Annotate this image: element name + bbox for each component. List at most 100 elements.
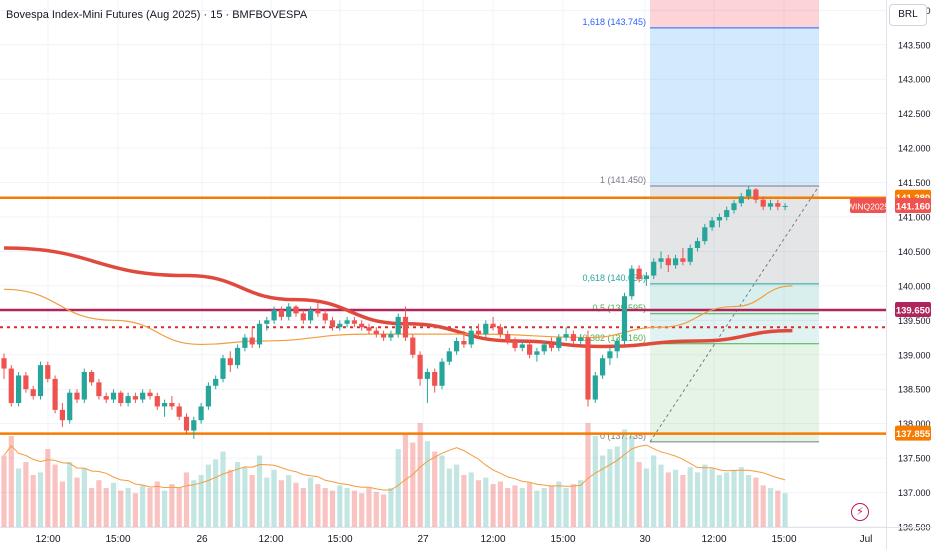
volume-bar bbox=[89, 488, 95, 527]
volume-bar bbox=[694, 472, 701, 527]
candle-body bbox=[424, 372, 430, 379]
candle-body bbox=[724, 210, 730, 217]
candle-body bbox=[359, 323, 365, 328]
volume-bar bbox=[227, 469, 233, 527]
candle-body bbox=[658, 258, 664, 262]
candle-body bbox=[271, 310, 277, 321]
candle-body bbox=[643, 275, 649, 279]
candle-body bbox=[81, 372, 87, 400]
volume-bar bbox=[359, 493, 365, 527]
currency-button[interactable]: BRL bbox=[889, 4, 927, 26]
candle-body bbox=[154, 396, 160, 407]
candle-body bbox=[600, 358, 606, 376]
candle-body bbox=[570, 334, 576, 341]
fib-level-label: 0,618 (140.030) bbox=[582, 273, 646, 283]
volume-bar bbox=[381, 494, 387, 527]
candle-body bbox=[315, 310, 321, 314]
candle-body bbox=[147, 392, 153, 397]
volume-bar bbox=[52, 464, 58, 527]
x-tick-label: 26 bbox=[196, 534, 208, 545]
volume-bar bbox=[673, 469, 679, 527]
moving-average-line bbox=[3, 285, 793, 346]
volume-bar bbox=[578, 480, 584, 527]
candle-body bbox=[760, 199, 766, 207]
price-label-bg bbox=[895, 425, 931, 441]
volume-bar bbox=[454, 464, 460, 527]
candle-body bbox=[468, 330, 474, 345]
candle-body bbox=[300, 313, 306, 321]
candle-body bbox=[227, 358, 233, 366]
candle-body bbox=[578, 337, 584, 341]
candle-body bbox=[432, 372, 438, 386]
y-tick-label: 137.500 bbox=[898, 454, 931, 464]
x-tick-label: 12:00 bbox=[480, 534, 505, 545]
volume-bar bbox=[738, 467, 744, 527]
candle-body bbox=[541, 344, 547, 352]
volume-bar bbox=[45, 449, 51, 527]
candle-body bbox=[454, 341, 460, 352]
candle-body bbox=[548, 344, 555, 348]
candle-body bbox=[417, 354, 423, 379]
candle-body bbox=[293, 306, 299, 314]
volume-bar bbox=[16, 468, 22, 527]
candle-body bbox=[59, 409, 65, 421]
price-label-bg bbox=[895, 302, 931, 317]
candle-body bbox=[366, 327, 372, 331]
y-tick-label: 141.000 bbox=[898, 213, 931, 223]
candle-body bbox=[680, 258, 686, 262]
volume-bar bbox=[563, 488, 569, 527]
candle-body bbox=[96, 382, 102, 397]
candle-body bbox=[563, 334, 569, 338]
x-tick-label: 15:00 bbox=[327, 534, 352, 545]
candle-body bbox=[527, 344, 533, 355]
candle-body bbox=[74, 392, 80, 400]
candle-body bbox=[665, 258, 671, 266]
volume-bar bbox=[23, 462, 29, 527]
candle-body bbox=[205, 385, 211, 407]
volume-bar bbox=[782, 493, 788, 527]
volume-bar bbox=[432, 451, 438, 527]
candle-body bbox=[410, 337, 416, 355]
y-tick-label: 139.000 bbox=[898, 350, 931, 360]
candle-body bbox=[235, 347, 241, 366]
volume-bar bbox=[67, 462, 73, 527]
price-axis-border bbox=[886, 0, 887, 550]
candle-body bbox=[198, 406, 204, 421]
candle-body bbox=[694, 241, 701, 248]
candle-body bbox=[687, 248, 693, 262]
volume-bar bbox=[760, 485, 766, 527]
volume-bar bbox=[541, 488, 547, 527]
candle-body bbox=[497, 327, 503, 335]
volume-bar bbox=[702, 464, 708, 527]
volume-bar bbox=[96, 480, 102, 527]
candle-body bbox=[534, 351, 540, 355]
candle-body bbox=[308, 310, 314, 321]
candle-body bbox=[782, 205, 788, 207]
candle-body bbox=[213, 378, 219, 386]
volume-bar bbox=[607, 449, 613, 527]
volume-bar bbox=[249, 475, 255, 527]
candle-body bbox=[249, 337, 255, 345]
volume-bar bbox=[59, 481, 65, 527]
volume-bar bbox=[417, 423, 423, 527]
candle-body bbox=[709, 220, 715, 228]
volume-bar bbox=[81, 468, 87, 527]
volume-bar bbox=[125, 488, 131, 527]
candle-body bbox=[30, 389, 36, 397]
candle-body bbox=[738, 196, 744, 204]
volume-bar bbox=[337, 485, 343, 527]
candle-body bbox=[702, 227, 708, 242]
lightning-icon[interactable]: ⚡ bbox=[851, 503, 869, 521]
candle-body bbox=[183, 416, 190, 431]
volume-bar bbox=[242, 467, 248, 527]
volume-bar bbox=[213, 459, 219, 527]
volume-bar bbox=[322, 488, 328, 527]
candle-body bbox=[381, 334, 387, 338]
volume-bar bbox=[585, 423, 591, 527]
x-tick-label: 12:00 bbox=[701, 534, 726, 545]
volume-bar bbox=[490, 484, 496, 527]
volume-bar bbox=[709, 468, 715, 527]
volume-bar bbox=[527, 482, 533, 527]
volume-bar bbox=[74, 477, 80, 527]
